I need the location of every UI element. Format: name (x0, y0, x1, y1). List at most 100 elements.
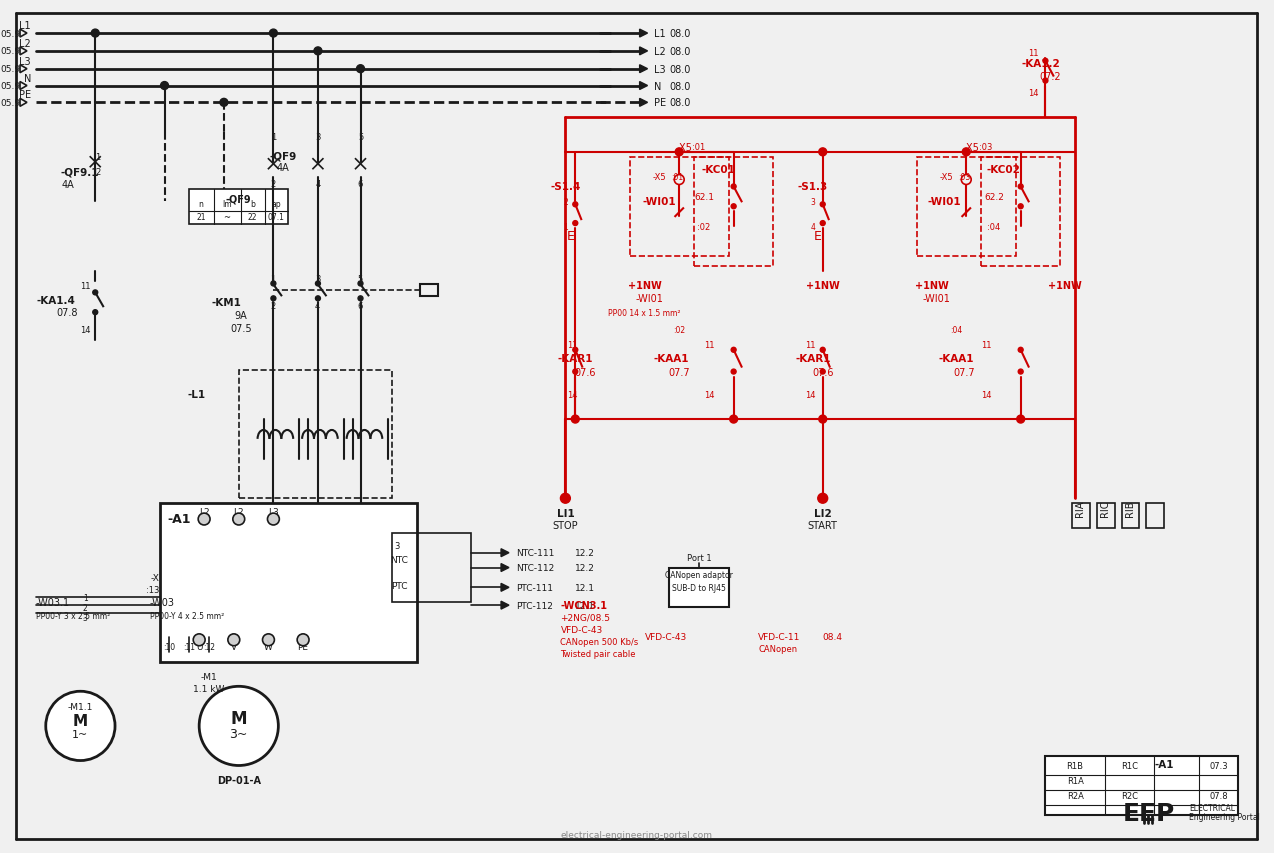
Circle shape (271, 281, 276, 287)
Circle shape (1018, 369, 1023, 374)
Circle shape (819, 415, 827, 424)
Text: PE: PE (298, 642, 308, 652)
Text: 1: 1 (96, 153, 101, 162)
Text: 1.1 kW: 1.1 kW (194, 684, 224, 693)
Circle shape (269, 30, 278, 38)
Text: 14: 14 (567, 391, 577, 399)
Polygon shape (640, 83, 647, 90)
Text: VFD-C-43: VFD-C-43 (561, 625, 603, 635)
Circle shape (819, 148, 827, 157)
Circle shape (297, 634, 310, 646)
Text: 07.6: 07.6 (575, 367, 596, 377)
Text: 3: 3 (395, 542, 400, 551)
Polygon shape (20, 66, 27, 73)
Text: +1NW: +1NW (915, 281, 948, 291)
Text: CANopen adaptor: CANopen adaptor (665, 571, 733, 579)
Circle shape (316, 297, 321, 301)
Text: -QF9: -QF9 (270, 152, 297, 161)
Text: R2A: R2A (1066, 791, 1084, 800)
Text: W: W (264, 642, 273, 652)
Text: U: U (196, 642, 203, 652)
Circle shape (358, 281, 363, 287)
Text: 07.6: 07.6 (812, 367, 833, 377)
Circle shape (228, 634, 240, 646)
Circle shape (358, 297, 363, 301)
Text: -KAA1: -KAA1 (939, 353, 975, 363)
Text: 4: 4 (810, 223, 815, 231)
Text: LI1: LI1 (557, 508, 575, 519)
Text: M: M (231, 709, 247, 727)
Bar (669, 568, 729, 607)
Text: 2: 2 (270, 301, 275, 310)
Circle shape (962, 176, 971, 185)
Text: Twisted pair cable: Twisted pair cable (561, 649, 636, 659)
Text: 22: 22 (248, 212, 257, 222)
Text: RIA: RIA (1075, 501, 1085, 517)
Text: 11: 11 (981, 341, 991, 350)
Text: :04: :04 (987, 223, 1000, 231)
Circle shape (1018, 205, 1023, 210)
Bar (420, 285, 438, 297)
Text: -X5: -X5 (940, 173, 953, 182)
Text: L2: L2 (199, 507, 209, 516)
Text: 62.2: 62.2 (984, 193, 1004, 201)
Text: L2: L2 (655, 47, 666, 57)
Text: -KC01: -KC01 (702, 165, 736, 175)
Text: -WI01: -WI01 (642, 197, 676, 207)
Polygon shape (20, 99, 27, 107)
Text: E: E (814, 230, 822, 243)
Text: 21: 21 (196, 212, 206, 222)
Text: 2: 2 (271, 180, 276, 189)
Text: -A1: -A1 (1154, 758, 1173, 769)
Text: SUB-D to RJ45: SUB-D to RJ45 (673, 583, 726, 592)
Text: 08.4: 08.4 (823, 633, 842, 641)
Text: 1: 1 (271, 133, 276, 142)
Bar (629, 158, 729, 257)
Text: 08.0: 08.0 (669, 65, 691, 74)
Text: :03: :03 (980, 143, 992, 152)
Text: ELECTRICAL: ELECTRICAL (1189, 803, 1235, 811)
Text: -X5: -X5 (963, 142, 980, 153)
Circle shape (731, 185, 736, 189)
Text: 5: 5 (358, 133, 363, 142)
Polygon shape (20, 48, 27, 55)
Circle shape (220, 99, 228, 107)
Bar (238, 370, 392, 499)
Circle shape (93, 291, 98, 295)
Text: :01: :01 (671, 173, 683, 182)
Circle shape (573, 202, 577, 207)
Text: N: N (655, 81, 661, 91)
Text: 07.2: 07.2 (1040, 72, 1061, 82)
Text: -QF9.1: -QF9.1 (61, 167, 99, 177)
Bar (981, 158, 1060, 266)
Text: L2: L2 (233, 507, 245, 516)
Text: Port 1: Port 1 (687, 554, 711, 562)
Text: 12.2: 12.2 (576, 563, 595, 572)
Text: :02: :02 (673, 326, 685, 335)
Text: 11: 11 (805, 341, 815, 350)
Text: -KAR1: -KAR1 (795, 353, 831, 363)
Bar (1097, 503, 1115, 528)
Text: -KA1.4: -KA1.4 (36, 296, 75, 306)
Text: Im: Im (222, 200, 232, 208)
Circle shape (1018, 348, 1023, 353)
Circle shape (1018, 185, 1023, 189)
Circle shape (268, 514, 279, 525)
Text: 9A: 9A (234, 310, 247, 321)
Text: 05.9: 05.9 (0, 65, 20, 74)
Text: ~: ~ (223, 212, 231, 222)
Text: :03: :03 (958, 173, 971, 182)
Text: -M1.1: -M1.1 (68, 702, 93, 711)
Bar (1121, 503, 1139, 528)
Circle shape (820, 222, 826, 226)
Text: L3: L3 (19, 56, 31, 67)
Text: 12.1: 12.1 (576, 601, 595, 610)
Text: 2: 2 (83, 603, 88, 612)
Text: NTC-112: NTC-112 (516, 563, 554, 572)
Text: :04: :04 (950, 326, 962, 335)
Text: CANopen: CANopen (758, 645, 798, 653)
Circle shape (820, 369, 826, 374)
Circle shape (730, 415, 738, 424)
Circle shape (233, 514, 245, 525)
Text: -QF9: -QF9 (225, 194, 251, 204)
